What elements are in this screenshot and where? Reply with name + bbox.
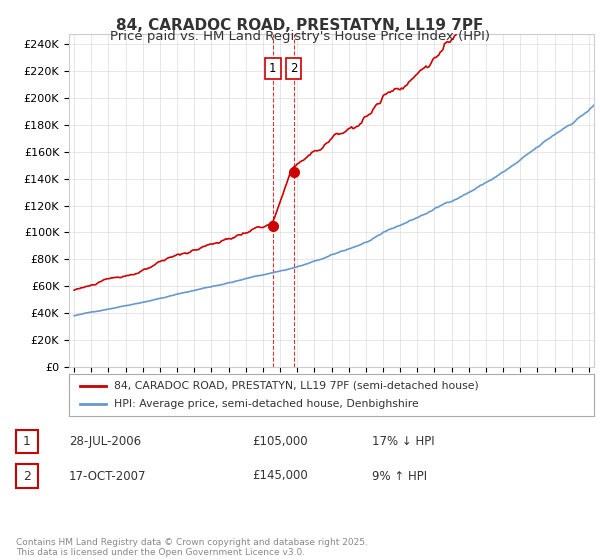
Text: 1: 1 xyxy=(269,62,277,75)
Text: 2: 2 xyxy=(23,469,31,483)
Text: Contains HM Land Registry data © Crown copyright and database right 2025.
This d: Contains HM Land Registry data © Crown c… xyxy=(16,538,368,557)
Text: 17% ↓ HPI: 17% ↓ HPI xyxy=(372,435,434,448)
Text: 17-OCT-2007: 17-OCT-2007 xyxy=(69,469,146,483)
Text: 9% ↑ HPI: 9% ↑ HPI xyxy=(372,469,427,483)
Text: £145,000: £145,000 xyxy=(252,469,308,483)
Text: Price paid vs. HM Land Registry's House Price Index (HPI): Price paid vs. HM Land Registry's House … xyxy=(110,30,490,43)
Text: HPI: Average price, semi-detached house, Denbighshire: HPI: Average price, semi-detached house,… xyxy=(113,399,418,409)
Text: 84, CARADOC ROAD, PRESTATYN, LL19 7PF (semi-detached house): 84, CARADOC ROAD, PRESTATYN, LL19 7PF (s… xyxy=(113,381,478,391)
Text: 2: 2 xyxy=(290,62,298,75)
Text: 84, CARADOC ROAD, PRESTATYN, LL19 7PF: 84, CARADOC ROAD, PRESTATYN, LL19 7PF xyxy=(116,18,484,33)
Text: 28-JUL-2006: 28-JUL-2006 xyxy=(69,435,141,448)
Text: £105,000: £105,000 xyxy=(252,435,308,448)
Text: 1: 1 xyxy=(23,435,31,448)
